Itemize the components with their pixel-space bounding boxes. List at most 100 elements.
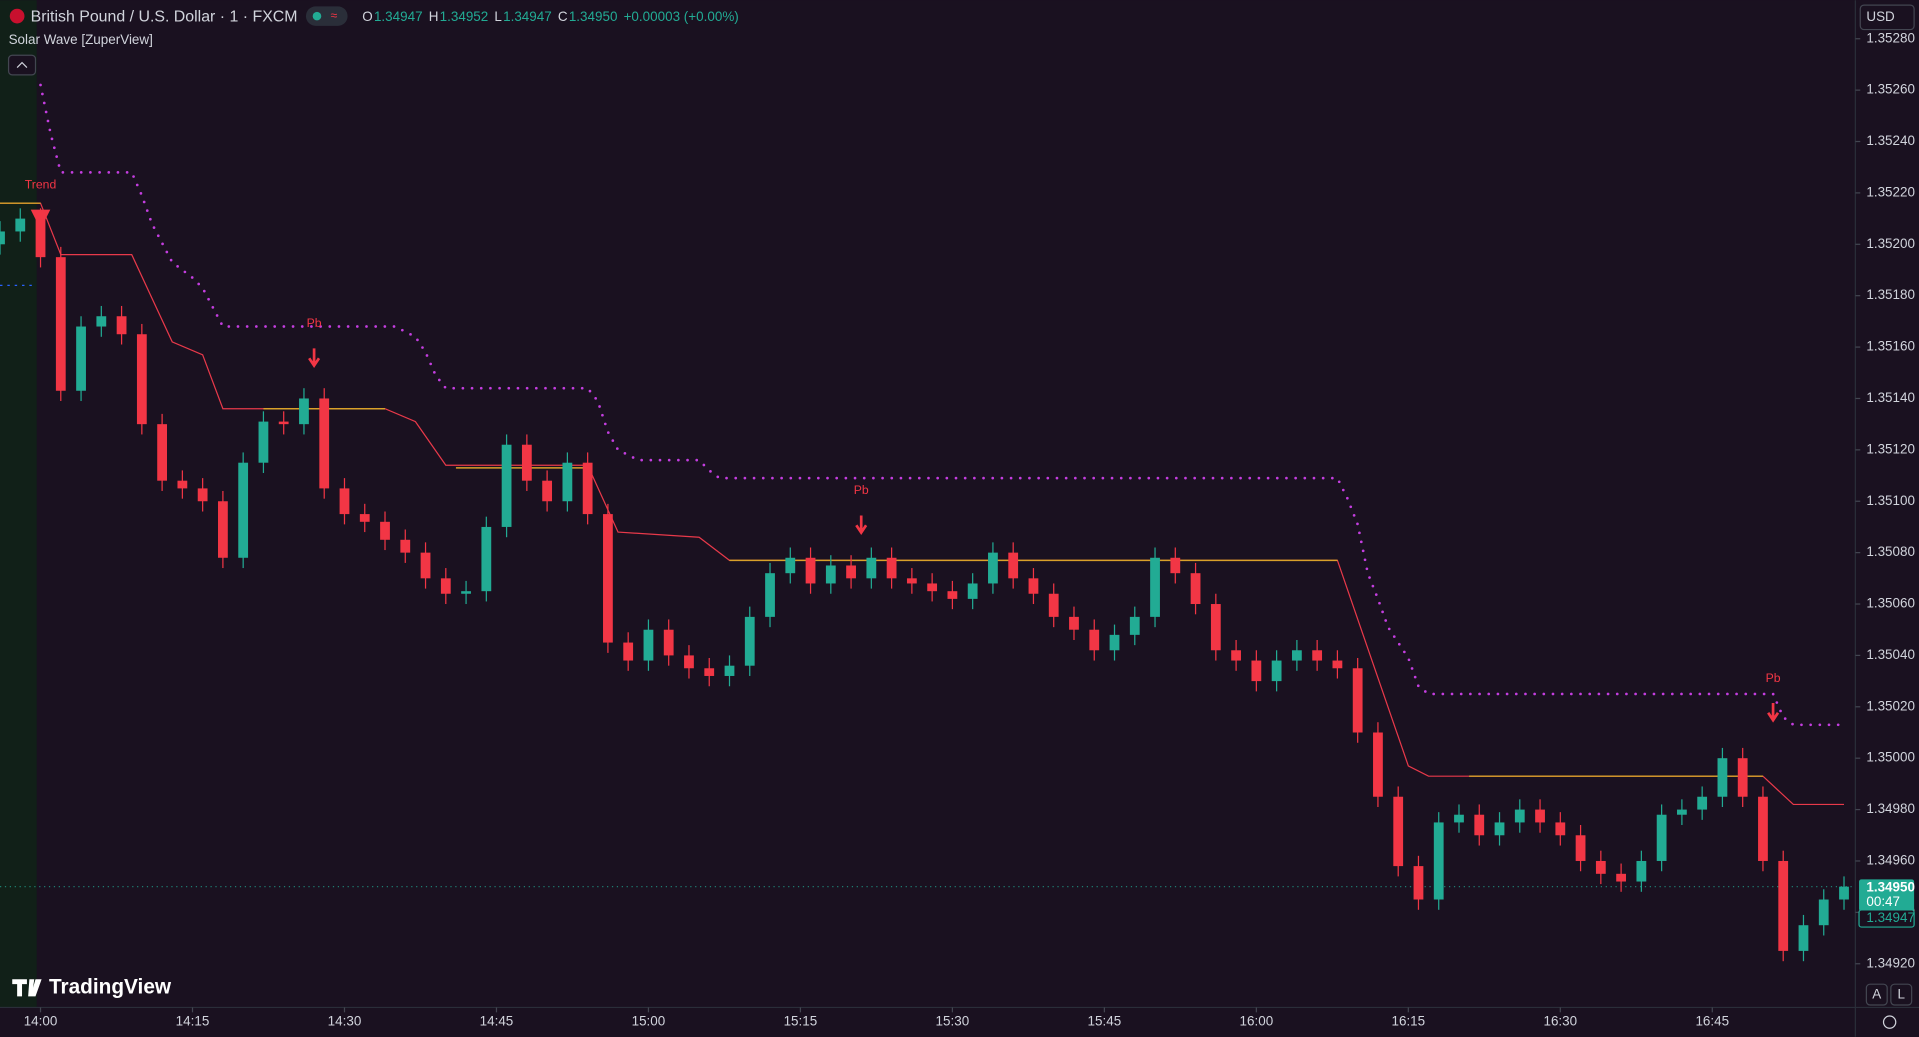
x-tick-label: 16:00: [1240, 1014, 1274, 1029]
ohlc: O 1.34947 H 1.34952 L 1.34947 C 1.34950: [362, 9, 617, 24]
y-tick-label: 1.35140: [1866, 390, 1915, 405]
ohlc-key: L: [494, 9, 502, 24]
trend-marker: [30, 209, 51, 230]
candle-body: [582, 462, 593, 515]
candle-body: [218, 501, 228, 558]
candle-body: [35, 218, 46, 258]
candle-body: [299, 398, 309, 425]
brand-logo: [12, 979, 42, 997]
x-tick-label: 14:15: [176, 1014, 210, 1029]
candle-body: [825, 565, 836, 584]
candle-body: [1393, 796, 1404, 867]
candle-body: [197, 488, 208, 502]
candle-body: [15, 218, 26, 232]
candle-body: [1413, 866, 1424, 900]
candle-body: [805, 557, 816, 584]
collapse-button[interactable]: [7, 54, 37, 76]
log-scale-label: L: [1898, 987, 1906, 1002]
candle-body: [319, 398, 330, 489]
candle-body: [359, 514, 370, 522]
countdown: 00:47: [1866, 894, 1900, 909]
candle-body: [1129, 616, 1140, 635]
candle-body: [927, 583, 938, 592]
y-tick-label: 1.35080: [1866, 544, 1915, 559]
symbol: British Pound / U.S. Dollar · 1 · FXCM: [31, 9, 298, 26]
y-tick-label: 1.34980: [1866, 801, 1915, 816]
y-tick-label: 1.35060: [1866, 596, 1915, 611]
y-tick-label: 1.35120: [1866, 441, 1915, 456]
x-tick-label: 15:15: [784, 1014, 818, 1029]
candle-body: [1150, 557, 1160, 617]
settings-icon[interactable]: [1882, 1015, 1897, 1029]
candle-body: [1069, 616, 1079, 630]
prev-price-label: 1.34947: [1866, 910, 1915, 925]
prev-price-tag: [1858, 909, 1915, 928]
candle-body: [1109, 634, 1120, 651]
y-tick-label: 1.35040: [1866, 647, 1915, 662]
currency-button[interactable]: [1859, 4, 1915, 31]
candle-body: [1291, 650, 1302, 661]
last-price-label: 1.34950: [1866, 879, 1915, 894]
ohlc-value: 1.34947: [503, 9, 552, 24]
candle-body: [440, 578, 451, 594]
indicator-name[interactable]: Solar Wave [ZuperView]: [9, 32, 153, 47]
ohlc-value: 1.34947: [374, 9, 423, 24]
y-tick-label: 1.35200: [1866, 236, 1915, 251]
candle-body: [1170, 557, 1181, 574]
candle-body: [1656, 814, 1667, 861]
candle-body: [1373, 732, 1383, 797]
ohlc-value: 1.34952: [440, 9, 489, 24]
candle-body: [704, 668, 715, 676]
candle-body: [96, 316, 107, 327]
candle-body: [1190, 573, 1201, 605]
candle-body: [1616, 873, 1626, 882]
candle-body: [947, 591, 958, 599]
candle-body: [1210, 604, 1221, 651]
candle-body: [420, 552, 431, 579]
flag-icon: [9, 8, 25, 24]
candle-body: [1454, 814, 1464, 823]
y-tick-label: 1.35240: [1866, 133, 1915, 148]
candle-body: [603, 514, 613, 643]
candle-body: [0, 231, 5, 245]
candle-body: [1271, 660, 1282, 682]
candle-body: [765, 573, 775, 617]
annotation-label: Pb: [854, 483, 869, 497]
candle-body: [380, 521, 390, 540]
candle-body: [1778, 860, 1789, 951]
x-tick-label: 15:00: [632, 1014, 666, 1029]
auto-scale-button[interactable]: [1865, 983, 1888, 1006]
candle-body: [663, 629, 674, 656]
candle-body: [1251, 660, 1262, 682]
market-status: [312, 11, 322, 21]
candle-body: [1697, 796, 1708, 810]
candle-body: [258, 421, 269, 463]
pullback-arrow: [308, 348, 321, 368]
candle-body: [1514, 809, 1525, 823]
candle-body: [886, 557, 897, 579]
session-shade: [0, 0, 37, 1008]
collapse-icon: [16, 61, 28, 68]
ohlc-key: C: [558, 9, 568, 24]
candle-body: [461, 591, 471, 594]
candle-body: [1555, 822, 1566, 836]
band-line: [39, 83, 1846, 727]
candle-body: [1494, 822, 1505, 836]
candle-body: [1676, 809, 1687, 815]
candle-body: [1332, 660, 1343, 669]
x-tick-label: 14:45: [480, 1014, 514, 1029]
y-tick-label: 1.35100: [1866, 493, 1915, 508]
trail-line: [0, 202, 1845, 806]
candle-body: [400, 539, 411, 553]
status-pill[interactable]: [305, 6, 348, 26]
candle-body: [1818, 899, 1829, 926]
auto-scale-label: A: [1872, 987, 1881, 1002]
log-scale-button[interactable]: [1890, 983, 1913, 1006]
candle-body: [1089, 629, 1100, 651]
y-tick-label: 1.35180: [1866, 287, 1915, 302]
ohlc-key: H: [429, 9, 439, 24]
y-tick-label: 1.34960: [1866, 853, 1915, 868]
change: +0.00003 (+0.00%): [624, 9, 739, 24]
